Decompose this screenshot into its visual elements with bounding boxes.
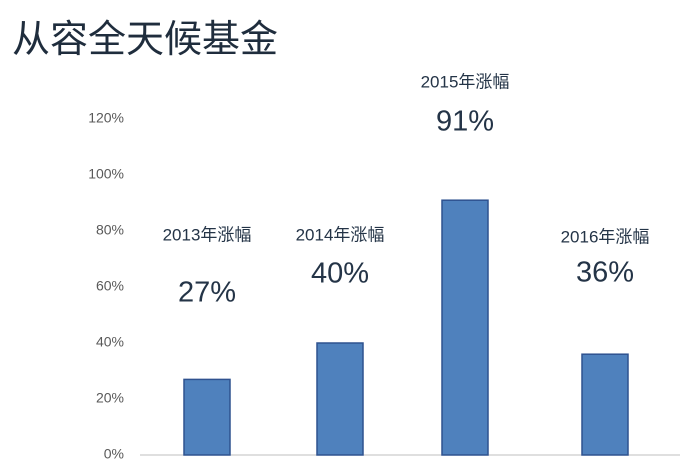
category-label: 2016年涨幅 (561, 227, 650, 246)
y-tick-label: 80% (96, 222, 124, 238)
y-tick-label: 60% (96, 278, 124, 294)
y-tick-label: 40% (96, 334, 124, 350)
bar (183, 378, 231, 456)
bar (316, 342, 364, 456)
value-label: 27% (178, 277, 236, 309)
value-label: 91% (436, 106, 494, 138)
category-label: 2015年涨幅 (421, 72, 510, 91)
bar (441, 199, 489, 456)
bar (581, 353, 629, 456)
category-label: 2014年涨幅 (296, 225, 385, 244)
category-label: 2013年涨幅 (163, 225, 252, 244)
y-tick-label: 120% (88, 110, 124, 126)
y-tick-label: 20% (96, 390, 124, 406)
chart-title: 从容全天候基金 (12, 19, 278, 61)
value-label: 36% (576, 257, 634, 289)
value-label: 40% (311, 258, 369, 290)
y-tick-label: 0% (104, 446, 124, 462)
y-tick-label: 100% (88, 166, 124, 182)
